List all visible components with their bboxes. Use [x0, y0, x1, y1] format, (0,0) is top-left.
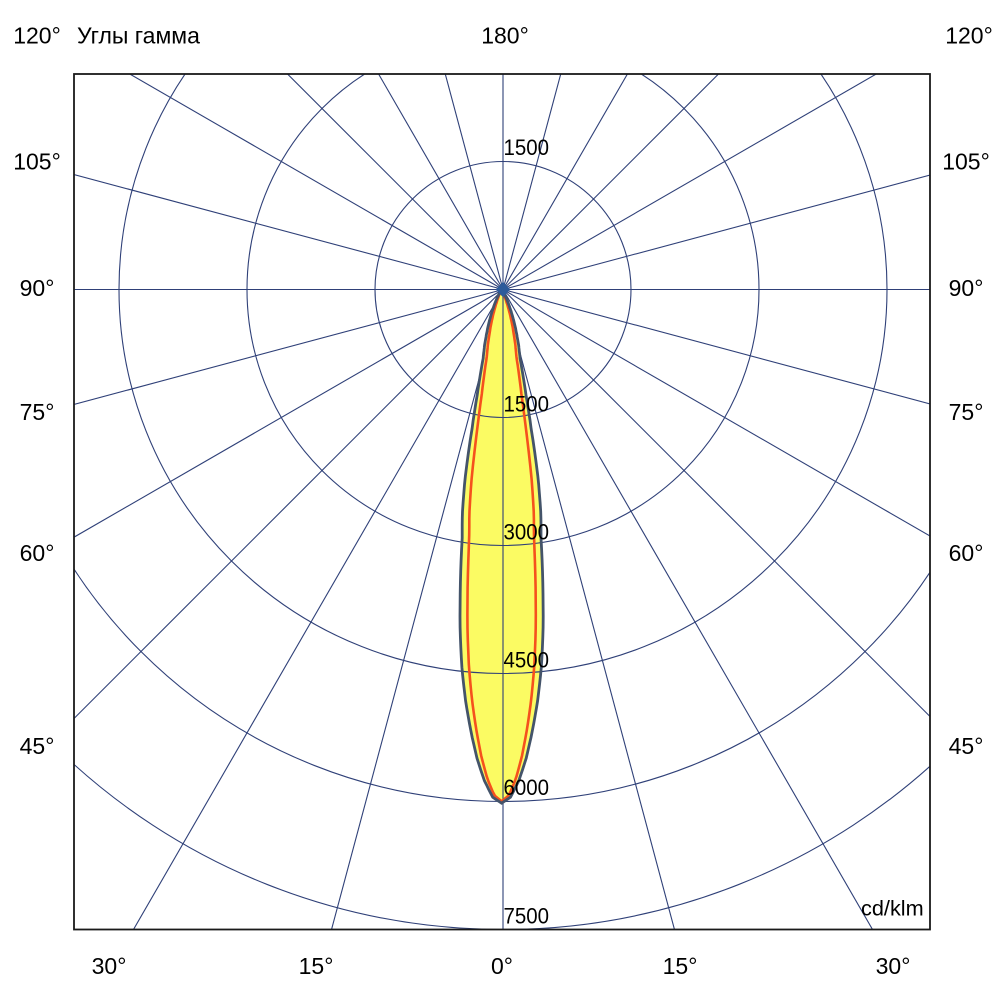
svg-text:Углы гамма: Углы гамма: [77, 23, 200, 49]
svg-text:1500: 1500: [504, 135, 550, 160]
svg-text:105°: 105°: [13, 149, 61, 175]
svg-text:15°: 15°: [299, 953, 334, 979]
svg-text:75°: 75°: [949, 399, 984, 425]
svg-text:75°: 75°: [20, 399, 55, 425]
svg-text:45°: 45°: [949, 733, 984, 759]
svg-text:120°: 120°: [13, 23, 61, 49]
svg-text:60°: 60°: [949, 540, 984, 566]
svg-text:30°: 30°: [92, 953, 127, 979]
svg-text:180°: 180°: [481, 23, 529, 49]
svg-text:105°: 105°: [942, 149, 990, 175]
svg-text:cd/klm: cd/klm: [861, 896, 924, 921]
svg-text:6000: 6000: [504, 775, 550, 800]
svg-text:30°: 30°: [876, 953, 911, 979]
svg-text:1500: 1500: [504, 392, 550, 417]
svg-text:90°: 90°: [20, 275, 55, 301]
svg-text:120°: 120°: [945, 23, 993, 49]
svg-text:45°: 45°: [20, 733, 55, 759]
svg-text:7500: 7500: [504, 904, 550, 929]
svg-text:4500: 4500: [504, 648, 550, 673]
svg-text:15°: 15°: [663, 953, 698, 979]
svg-text:60°: 60°: [20, 540, 55, 566]
svg-text:3000: 3000: [504, 520, 550, 545]
svg-text:90°: 90°: [949, 275, 984, 301]
svg-text:0°: 0°: [491, 953, 513, 979]
